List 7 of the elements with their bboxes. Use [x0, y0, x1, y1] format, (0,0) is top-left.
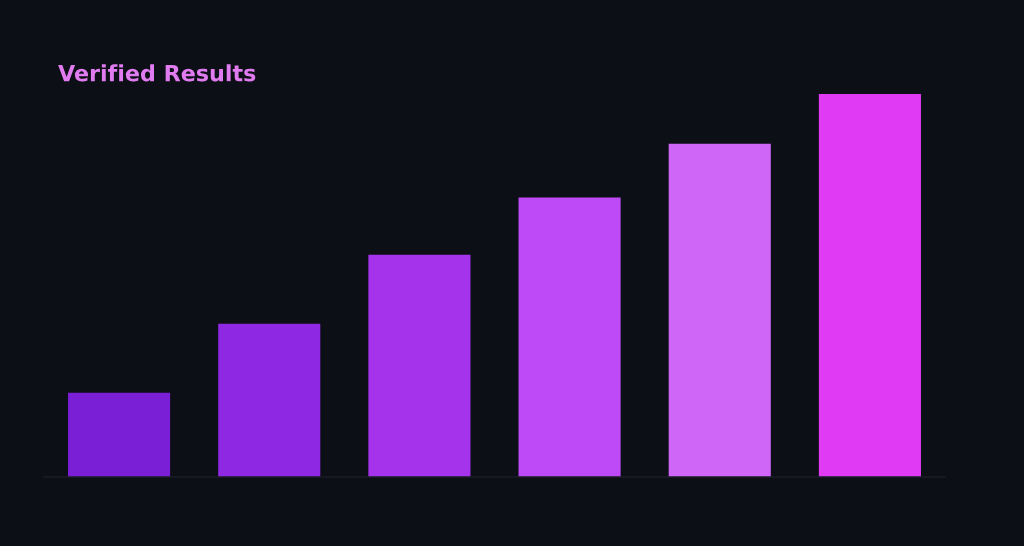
bar: [518, 197, 621, 477]
bar: [68, 392, 171, 477]
bar: [368, 254, 471, 477]
bar: [668, 143, 771, 477]
bar: [218, 323, 321, 477]
chart-title: Verified Results: [58, 64, 256, 82]
bar: [818, 94, 921, 477]
